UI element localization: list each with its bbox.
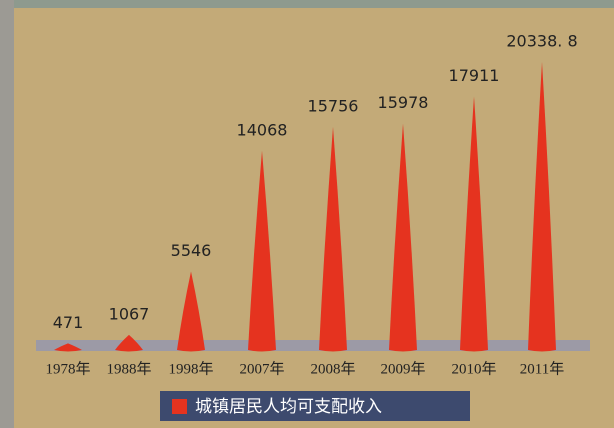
cone-bar bbox=[248, 150, 276, 352]
data-label: 1067 bbox=[109, 304, 150, 323]
legend-label: 城镇居民人均可支配收入 bbox=[195, 397, 382, 417]
data-label: 20338. 8 bbox=[506, 32, 577, 51]
cone-bar bbox=[177, 271, 205, 352]
x-tick-label: 1988年 bbox=[106, 360, 151, 377]
data-label: 471 bbox=[53, 313, 84, 332]
left-edge bbox=[0, 0, 14, 428]
data-label: 15978 bbox=[378, 93, 429, 112]
data-label: 15756 bbox=[308, 96, 359, 115]
board bbox=[14, 8, 614, 428]
cone-bar bbox=[528, 62, 556, 352]
cone-bar bbox=[460, 96, 488, 352]
x-tick-label: 1978年 bbox=[45, 360, 90, 377]
x-tick-label: 2008年 bbox=[310, 360, 355, 377]
data-label: 5546 bbox=[171, 241, 212, 260]
x-tick-label: 2011年 bbox=[520, 360, 564, 377]
cone-bar bbox=[54, 343, 82, 352]
legend-swatch bbox=[172, 399, 187, 414]
legend-box bbox=[160, 391, 470, 421]
data-label: 14068 bbox=[237, 120, 288, 139]
data-label: 17911 bbox=[449, 66, 500, 85]
x-tick-label: 1998年 bbox=[168, 360, 213, 377]
cone-bar bbox=[319, 126, 347, 352]
x-tick-label: 2010年 bbox=[451, 360, 496, 377]
cone-bar bbox=[115, 334, 143, 352]
cone-bar bbox=[389, 123, 417, 352]
top-strip bbox=[0, 0, 614, 10]
x-tick-label: 2009年 bbox=[380, 360, 425, 377]
x-tick-label: 2007年 bbox=[239, 360, 284, 377]
baseline-band bbox=[36, 340, 590, 351]
